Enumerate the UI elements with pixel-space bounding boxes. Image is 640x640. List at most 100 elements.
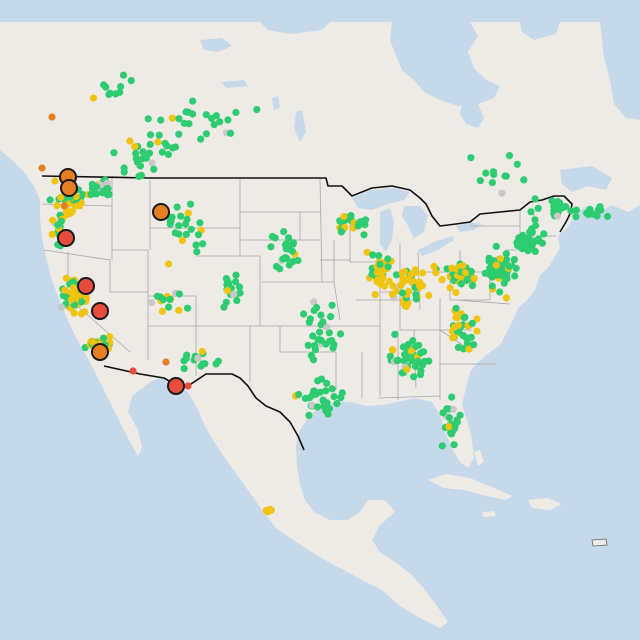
station-dot-good[interactable] (325, 405, 333, 413)
station-dot-moderate[interactable] (473, 315, 481, 323)
station-dot-good[interactable] (99, 334, 108, 342)
station-dot-moderate[interactable] (389, 282, 397, 290)
station-dot-good[interactable] (173, 203, 181, 211)
station-dot-no-data[interactable] (230, 290, 238, 298)
station-dot-good[interactable] (532, 221, 540, 230)
station-dot-good[interactable] (197, 135, 205, 143)
station-dot-good[interactable] (127, 77, 135, 85)
station-dot-good[interactable] (327, 313, 335, 321)
station-dot-good[interactable] (165, 303, 173, 311)
station-dot-good[interactable] (525, 245, 533, 253)
station-dot-moderate[interactable] (67, 296, 75, 304)
station-dot-good[interactable] (309, 356, 318, 364)
station-dot-good[interactable] (502, 250, 510, 258)
station-dot-no-data[interactable] (323, 323, 331, 331)
station-dot-moderate[interactable] (82, 293, 91, 302)
station-dot-no-data[interactable] (308, 401, 316, 409)
station-dot-good[interactable] (224, 116, 232, 124)
station-dot-good[interactable] (337, 228, 345, 236)
station-dot-good[interactable] (175, 230, 183, 238)
station-dot-good[interactable] (457, 280, 465, 288)
station-dot-good[interactable] (282, 245, 290, 253)
station-dot-moderate[interactable] (51, 177, 59, 185)
station-dot-good[interactable] (510, 256, 518, 264)
station-dot-moderate[interactable] (70, 285, 78, 293)
station-dot-good[interactable] (194, 231, 203, 239)
station-dot-good[interactable] (169, 144, 177, 152)
station-dot-good[interactable] (156, 293, 164, 301)
station-dot-good[interactable] (322, 387, 330, 395)
station-dot-good[interactable] (603, 212, 612, 220)
station-dot-good[interactable] (468, 282, 477, 290)
station-dot-good[interactable] (516, 238, 524, 246)
station-dot-good[interactable] (142, 154, 150, 162)
station-dot-moderate[interactable] (76, 202, 84, 210)
station-dot-good[interactable] (105, 190, 113, 198)
station-dot-moderate[interactable] (496, 255, 504, 263)
station-dot-no-data[interactable] (194, 354, 202, 362)
station-dot-good[interactable] (119, 71, 128, 79)
station-dot-good[interactable] (567, 207, 575, 215)
station-dot-good[interactable] (572, 213, 580, 221)
station-dot-good[interactable] (548, 197, 556, 205)
station-dot-good[interactable] (450, 441, 458, 449)
station-dot-good[interactable] (460, 314, 468, 322)
station-dot-good[interactable] (155, 131, 163, 139)
station-dot-good[interactable] (92, 190, 100, 198)
station-dot-good[interactable] (202, 111, 210, 119)
station-dot-moderate[interactable] (425, 291, 433, 300)
station-dot-moderate[interactable] (430, 262, 438, 270)
station-dot-moderate[interactable] (68, 207, 76, 215)
station-dot-good[interactable] (46, 196, 54, 204)
station-dot-moderate[interactable] (158, 307, 166, 315)
station-dot-good[interactable] (189, 97, 197, 105)
station-dot-unhealthy[interactable] (129, 367, 137, 375)
station-dot-good[interactable] (419, 360, 427, 368)
station-dot-good[interactable] (384, 263, 392, 271)
station-dot-good[interactable] (116, 88, 124, 96)
station-dot-good[interactable] (137, 171, 145, 179)
station-dot-good[interactable] (267, 243, 275, 251)
station-dot-good[interactable] (227, 129, 235, 137)
station-dot-good[interactable] (459, 332, 467, 340)
station-dot-good[interactable] (139, 148, 147, 156)
station-dot-good[interactable] (70, 301, 78, 309)
station-dot-usg[interactable] (162, 358, 170, 366)
station-dot-good[interactable] (184, 108, 193, 116)
station-dot-good[interactable] (225, 279, 233, 287)
station-dot-good[interactable] (325, 329, 333, 337)
station-dot-good[interactable] (186, 200, 195, 208)
station-dot-good[interactable] (196, 219, 204, 227)
station-dot-good[interactable] (467, 333, 475, 341)
station-dot-good[interactable] (193, 248, 201, 256)
station-dot-good[interactable] (452, 304, 460, 312)
station-dot-moderate[interactable] (165, 260, 173, 268)
station-dot-moderate[interactable] (397, 281, 405, 289)
station-dot-moderate[interactable] (502, 294, 510, 302)
station-dot-good[interactable] (410, 373, 418, 381)
station-dot-good[interactable] (409, 337, 417, 345)
highlighted-station-unhealthy-southern-arizona[interactable] (167, 377, 185, 395)
station-dot-good[interactable] (300, 310, 308, 318)
station-dot-moderate[interactable] (380, 282, 389, 290)
highlighted-station-unhealthy-northern-california[interactable] (77, 277, 95, 295)
station-dot-good[interactable] (54, 221, 62, 229)
station-dot-good[interactable] (150, 165, 158, 173)
station-dot-no-data[interactable] (103, 179, 111, 187)
station-dot-good[interactable] (313, 304, 321, 312)
station-dot-good[interactable] (105, 90, 113, 98)
station-dot-good[interactable] (512, 264, 520, 272)
station-dot-good[interactable] (556, 199, 564, 207)
station-dot-good[interactable] (210, 121, 218, 129)
station-dot-good[interactable] (316, 388, 324, 396)
station-dot-good[interactable] (500, 279, 508, 287)
station-dot-good[interactable] (572, 206, 581, 214)
station-dot-good[interactable] (468, 319, 476, 327)
highlighted-station-usg-western-montana[interactable] (152, 203, 170, 221)
station-dot-good[interactable] (328, 301, 336, 309)
station-dot-good[interactable] (505, 262, 513, 271)
station-dot-good[interactable] (439, 409, 447, 417)
station-dot-moderate[interactable] (363, 248, 371, 256)
station-dot-good[interactable] (481, 269, 489, 277)
station-dot-moderate[interactable] (175, 306, 183, 314)
